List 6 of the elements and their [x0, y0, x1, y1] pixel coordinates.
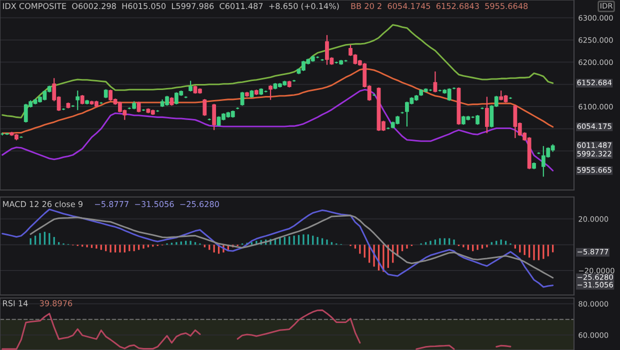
chart-subtitle: 39.8976 [40, 300, 72, 306]
chart-title: IDX COMPOSITE O6002.298 H6015.050 L5997.986 C6011.487 +8.650 (+0.14%) [3, 2, 339, 10]
chart-title: RSI 14 [3, 300, 28, 306]
chart-subtitle: BB 20 2 6054.1745 6152.6843 5955.6648 [351, 2, 528, 10]
chart-title: MACD 12 26 close 9 [3, 200, 82, 208]
chart-subtitle: −5.8777 −31.5056 −25.6280 [95, 201, 219, 208]
